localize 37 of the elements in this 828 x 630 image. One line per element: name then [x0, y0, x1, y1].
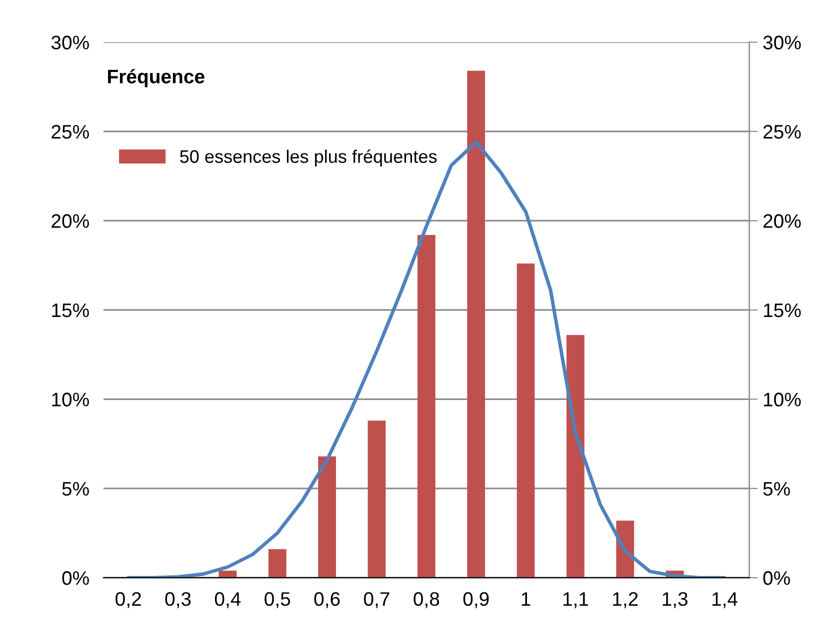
y2-tick-label: 25%: [764, 124, 801, 139]
x-tick-label: 1,1: [563, 592, 588, 608]
bar: [368, 420, 386, 578]
bar: [318, 456, 336, 578]
y-tick-label: 25%: [52, 124, 89, 139]
y-tick-label: 5%: [62, 482, 89, 496]
x-tick-label: 0,9: [463, 592, 489, 608]
y2-tick-label: 10%: [764, 392, 801, 406]
y-tick-label: 10%: [52, 392, 89, 406]
x-tick-label: 1: [522, 592, 530, 606]
y2-tick-label: 5%: [763, 482, 790, 496]
line-series: [126, 140, 726, 578]
x-tick-label: 1,3: [662, 592, 688, 608]
y2-tick-label: 15%: [764, 304, 801, 318]
x-tick-label: 0,8: [414, 592, 440, 608]
legend-label: 50 essences les plus fréquentes: [180, 149, 437, 167]
x-tick-label: 0,4: [214, 592, 241, 608]
bar: [566, 334, 584, 578]
x-tick-label: 0,2: [116, 592, 141, 608]
y2-tick-label: 30%: [763, 36, 801, 50]
x-tick-label: 0,7: [364, 592, 390, 608]
y-tick-label: 30%: [51, 36, 89, 50]
bar: [417, 234, 436, 578]
y-tick-label: 15%: [52, 304, 89, 318]
x-tick-label: 0,5: [264, 592, 290, 608]
y-axis-title: Fréquence: [108, 68, 204, 88]
x-tick-label: 0,3: [165, 592, 191, 608]
x-tick-label: 1,4: [712, 592, 738, 608]
bar: [467, 70, 486, 578]
y-tick-label: 0%: [62, 571, 89, 585]
y2-tick-label: 0%: [763, 571, 790, 585]
y-tick-label: 20%: [52, 214, 89, 228]
y2-tick-label: 20%: [764, 214, 801, 228]
x-tick-label: 1,2: [613, 592, 638, 608]
x-tick-label: 0,6: [314, 592, 340, 608]
bar: [268, 549, 286, 578]
bar: [516, 264, 535, 578]
